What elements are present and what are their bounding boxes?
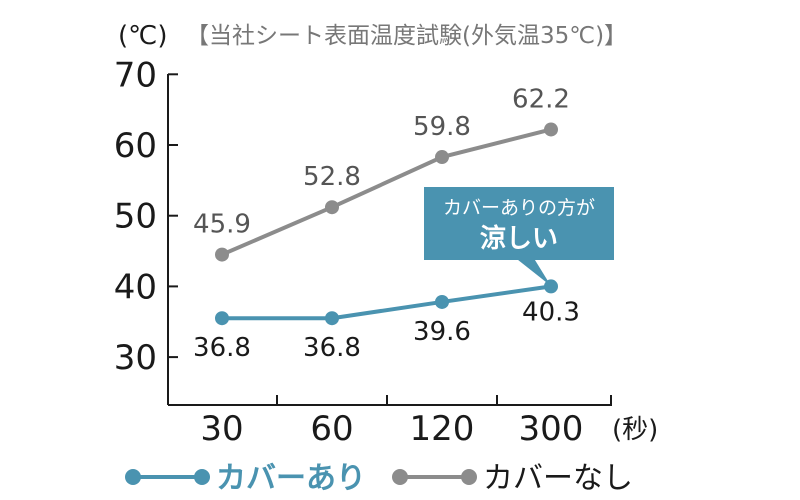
legend-item-with-cover: カバーあり	[125, 461, 366, 496]
legend: カバーあり カバーなし	[125, 461, 633, 496]
chart-title: 【当社シート表面温度試験(外気温35℃)】	[186, 23, 627, 49]
series-group: 45.9 52.8 59.8 62.2 36.8 36.8 39.6 40.3	[193, 84, 580, 363]
callout-box	[424, 187, 614, 260]
y-tick-label: 40	[114, 267, 157, 307]
legend-marker-with-cover-end	[194, 469, 210, 485]
data-point-0-1	[325, 200, 339, 215]
callout-text-line1: カバーありの方が	[443, 197, 595, 219]
x-tick-label: 60	[310, 409, 353, 449]
x-tick-group: 30 60 120 300	[200, 395, 612, 449]
x-tick-label: 300	[519, 409, 584, 449]
x-axis-unit: (秒)	[612, 415, 658, 445]
data-label-0-2: 59.8	[413, 112, 471, 142]
x-tick-label: 30	[200, 409, 243, 449]
y-tick-group: 70 60 50 40 30	[114, 55, 178, 378]
y-tick-label: 60	[114, 126, 157, 166]
series-line-0	[221, 127, 552, 257]
data-label-1-3: 40.3	[522, 297, 580, 327]
data-point-1-0	[215, 311, 229, 326]
legend-label-without-cover: カバーなし	[483, 461, 633, 496]
data-label-1-0: 36.8	[193, 333, 251, 363]
data-label-0-1: 52.8	[303, 162, 361, 192]
callout-pointer	[508, 252, 551, 286]
callout-text-line2: 涼しい	[480, 224, 558, 254]
data-point-1-1	[325, 311, 339, 326]
data-label-0-0: 45.9	[193, 210, 251, 240]
data-label-1-2: 39.6	[413, 317, 471, 347]
data-point-1-2	[435, 294, 449, 309]
x-tick-label: 120	[410, 409, 475, 449]
y-tick-label: 50	[114, 197, 157, 237]
data-label-0-3: 62.2	[512, 84, 570, 114]
data-point-0-2	[435, 150, 449, 165]
legend-marker-without-cover-start	[392, 469, 408, 485]
y-axis-unit: (℃)	[118, 21, 168, 51]
legend-marker-with-cover-start	[125, 469, 141, 485]
legend-item-without-cover: カバーなし	[392, 461, 633, 496]
data-point-0-0	[215, 247, 229, 262]
y-tick-label: 70	[114, 55, 157, 95]
legend-label-with-cover: カバーあり	[216, 461, 366, 496]
data-label-1-1: 36.8	[303, 333, 361, 363]
legend-marker-without-cover-end	[461, 469, 477, 485]
y-tick-label: 30	[114, 338, 157, 378]
data-point-0-3	[544, 122, 558, 137]
callout: カバーありの方が 涼しい	[424, 187, 614, 286]
series-line-1	[222, 284, 552, 321]
